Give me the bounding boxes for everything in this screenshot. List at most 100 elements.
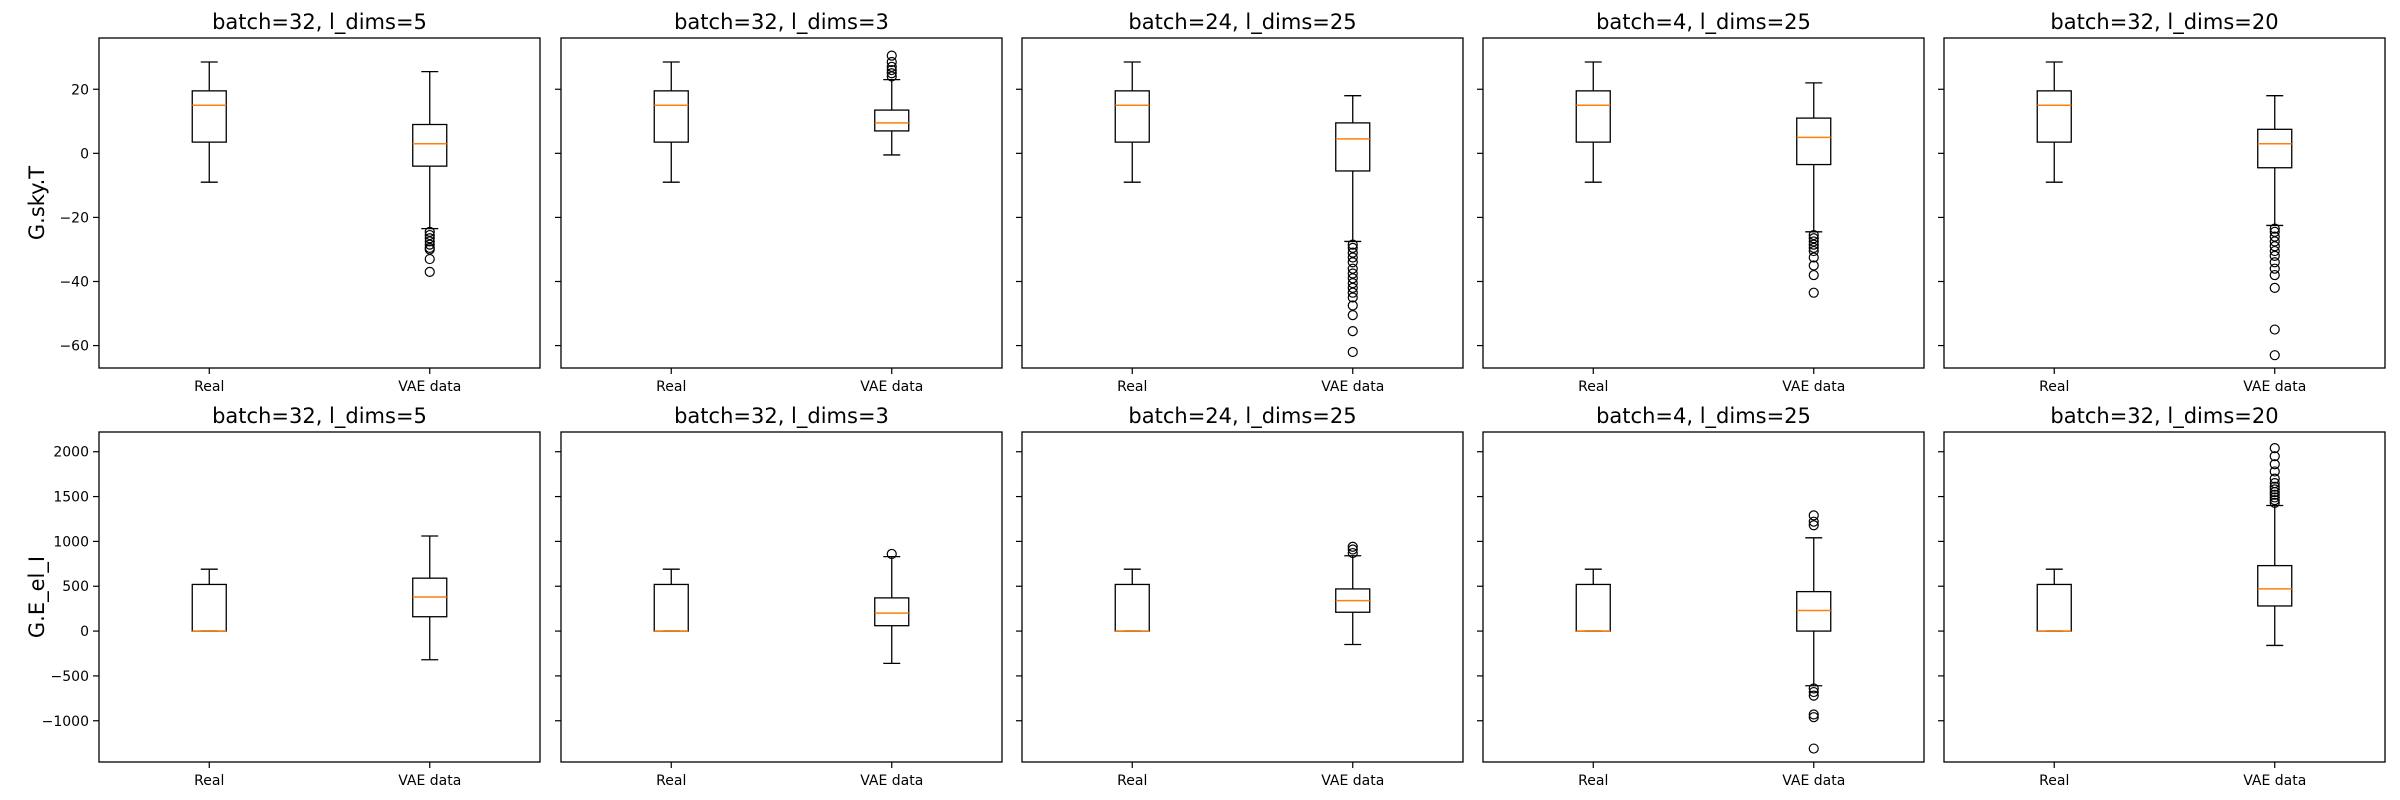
outlier-point [2269,282,2280,294]
outlier-point [2269,269,2280,281]
box-iqr [1575,583,1611,632]
x-tick-label: Real [1578,773,1608,789]
box-real [2036,61,2072,183]
box-iqr [874,597,910,627]
outlier-point [2269,245,2280,257]
box-iqr [653,583,689,632]
box-real [1114,61,1150,183]
box-real [1575,61,1611,183]
x-tick-label: Real [2039,379,2069,395]
box-iqr [2036,90,2072,143]
outlier-point [1808,245,1819,257]
outlier-point [886,61,897,72]
outlier-point [2269,473,2280,484]
box-real [2036,568,2072,632]
outlier-point [1347,239,1358,250]
outlier-point [2269,489,2280,500]
outlier-point [1808,260,1819,271]
y-tick-label: −1000 [42,714,89,730]
y-tick-label: 500 [62,579,89,595]
panel-r2-c4: batch=4, l_dims=25 Real VAE data [1477,404,1925,789]
panel-frame [1482,37,1925,369]
x-tick-label: VAE data [860,379,923,395]
x-tick-label: Real [1117,773,1147,789]
outlier-point [2269,497,2280,508]
box-iqr [1796,590,1832,632]
panel-r2-c1: batch=32, l_dims=5 2000 1500 1000 500 0 −500 −1… [42,404,541,789]
outlier-point [1808,269,1819,281]
box-vae [2257,443,2293,647]
x-tick-label: VAE data [1321,773,1384,789]
box-real [653,61,689,183]
outlier-point [1347,263,1358,274]
outlier-point [1347,242,1358,253]
y-tick-label: −500 [51,669,89,685]
outlier-point [1808,233,1819,244]
outlier-point [424,253,435,265]
panel-title: batch=32, l_dims=20 [2050,404,2278,429]
panel-r1-c5: batch=32, l_dims=20 Real VAE data [1938,10,2386,395]
outlier-point [1347,252,1358,263]
outlier-point [2269,481,2280,492]
panel-title: batch=32, l_dims=20 [2050,10,2278,35]
x-tick-label: VAE data [398,379,461,395]
box-vae [412,535,448,661]
box-iqr [2257,128,2293,169]
outlier-point [1808,743,1819,754]
outlier-point [424,229,435,241]
box-iqr [1335,122,1371,172]
outlier-point [1808,712,1819,723]
outlier-point [1808,683,1819,694]
y-tick-label: −60 [59,339,89,355]
outlier-point [1808,252,1819,263]
outlier-point [1347,326,1358,337]
x-tick-label: Real [194,379,224,395]
y-axis-label: G.E_el_I [25,556,50,638]
box-real [1575,568,1611,632]
outlier-point [1347,282,1358,294]
outlier-point [2269,492,2280,503]
panel-r2-c3: batch=24, l_dims=25 Real VAE data [1016,404,1464,789]
box-vae [874,50,910,156]
outlier-point [886,548,897,560]
outlier-point [2269,350,2280,361]
outlier-point [2269,459,2280,470]
outlier-point [1808,520,1819,531]
panel-frame [1482,431,1925,763]
outlier-point [886,71,897,82]
panel-frame [1943,431,2386,763]
panel-title: batch=32, l_dims=5 [212,10,427,35]
outlier-point [1808,709,1819,720]
outlier-point [1347,277,1358,289]
panel-r2-c2: batch=32, l_dims=3 Real VAE data [555,404,1003,789]
box-vae [1796,510,1832,754]
x-tick-label: Real [1578,379,1608,395]
outlier-point [2269,250,2280,261]
outlier-point [1808,229,1819,241]
box-vae [2257,95,2293,361]
panel-title: batch=32, l_dims=5 [212,404,427,429]
box-iqr [191,583,227,632]
y-tick-label: 1000 [53,534,89,550]
y-tick-label: 0 [80,624,89,640]
box-vae [1335,95,1371,358]
box-real [191,61,227,183]
box-real [1114,568,1150,632]
outlier-point [886,50,897,61]
panel-frame [98,37,541,369]
box-iqr [1114,583,1150,632]
panel-frame [560,431,1003,763]
outlier-point [886,68,897,79]
x-tick-label: VAE data [1321,379,1384,395]
outlier-point [1347,541,1358,552]
outlier-point [2269,263,2280,274]
outlier-point [1808,686,1819,698]
x-tick-label: VAE data [1782,773,1845,789]
outlier-point [1347,547,1358,559]
panel-title: batch=24, l_dims=25 [1128,10,1356,35]
outlier-point [2269,451,2280,462]
outlier-point [424,239,435,250]
panel-r1-c3: batch=24, l_dims=25 Real VAE data [1016,10,1464,395]
outlier-point [1347,257,1358,268]
panel-frame [1943,37,2386,369]
